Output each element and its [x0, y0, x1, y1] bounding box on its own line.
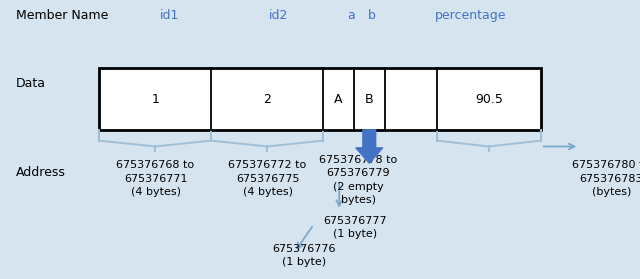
- Text: 675376772 to
675376775
(4 bytes): 675376772 to 675376775 (4 bytes): [228, 160, 307, 197]
- Text: Member Name: Member Name: [16, 9, 108, 22]
- Text: Address: Address: [16, 167, 66, 179]
- Text: 675376768 to
675376771
(4 bytes): 675376768 to 675376771 (4 bytes): [116, 160, 195, 197]
- Text: Data: Data: [16, 77, 46, 90]
- Text: id1: id1: [160, 9, 179, 22]
- Text: a: a: [348, 9, 355, 22]
- Text: A: A: [334, 93, 343, 105]
- Text: percentage: percentage: [435, 9, 506, 22]
- Text: B: B: [365, 93, 374, 105]
- Bar: [99, 68, 541, 130]
- Text: id2: id2: [269, 9, 288, 22]
- Text: 90.5: 90.5: [475, 93, 503, 105]
- Text: 675376778 to
675376779
(2 empty
bytes): 675376778 to 675376779 (2 empty bytes): [319, 155, 397, 205]
- Text: 2: 2: [263, 93, 271, 105]
- Text: 675376777
(1 byte): 675376777 (1 byte): [323, 216, 387, 239]
- Text: 1: 1: [151, 93, 159, 105]
- Text: 675376780 to
675376783
(bytes): 675376780 to 675376783 (bytes): [572, 160, 640, 197]
- Text: 675376776
(1 byte): 675376776 (1 byte): [272, 244, 336, 267]
- Text: b: b: [368, 9, 376, 22]
- FancyArrow shape: [356, 130, 383, 163]
